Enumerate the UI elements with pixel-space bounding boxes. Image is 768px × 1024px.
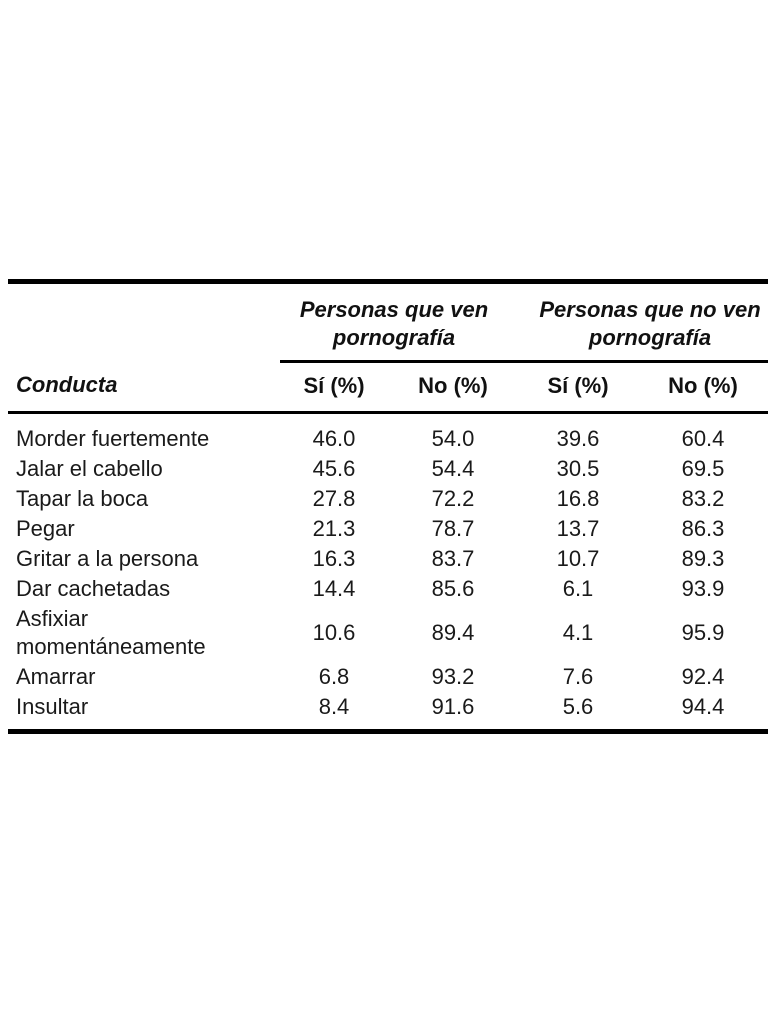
cell-no-ven: 54.4: [431, 456, 475, 481]
cell-no-no-ven: 93.9: [681, 576, 725, 601]
table-row: Morder fuertemente 46.0 54.0 39.6 60.4: [8, 424, 768, 454]
group-header-no-ven: Personas que no ven pornografía: [518, 284, 768, 363]
cell-si-no-ven: 16.8: [556, 486, 600, 511]
table-row: Tapar la boca 27.8 72.2 16.8 83.2: [8, 484, 768, 514]
cell-no-no-ven: 60.4: [681, 426, 725, 451]
cell-no-ven: 91.6: [431, 694, 475, 719]
cell-si-ven: 14.4: [312, 576, 356, 601]
cell-no-no-ven: 86.3: [681, 516, 725, 541]
bottom-rule: [8, 727, 768, 734]
group-header-row: Personas que ven pornografía Personas qu…: [8, 284, 768, 363]
cell-no-no-ven: 95.9: [681, 620, 725, 645]
cell-no-ven: 54.0: [431, 426, 475, 451]
top-rule: [8, 279, 768, 286]
cell-si-ven: 10.6: [312, 620, 356, 645]
data-table-container: Personas que ven pornografía Personas qu…: [8, 279, 768, 734]
cell-si-no-ven: 30.5: [556, 456, 600, 481]
table-row: Dar cachetadas 14.4 85.6 6.1 93.9: [8, 574, 768, 604]
row-label-conducta: Amarrar: [16, 664, 96, 689]
cell-no-ven: 78.7: [431, 516, 475, 541]
cell-si-ven: 6.8: [318, 664, 350, 689]
cell-si-no-ven: 13.7: [556, 516, 600, 541]
cell-si-no-ven: 39.6: [556, 426, 600, 451]
row-label-conducta: Jalar el cabello: [16, 456, 163, 481]
row-label-conducta: Dar cachetadas: [16, 576, 171, 601]
row-label-conducta: Insultar: [16, 694, 89, 719]
header-gap: [8, 413, 768, 425]
column-header-no-ven: No (%): [388, 361, 518, 414]
table-row: Asfixiar momentáneamente 10.6 89.4 4.1 95.9: [8, 604, 768, 662]
cell-no-ven: 93.2: [431, 664, 475, 689]
table-row: Amarrar 6.8 93.2 7.6 92.4: [8, 662, 768, 692]
cell-no-ven: 72.2: [431, 486, 475, 511]
cell-si-no-ven: 4.1: [562, 620, 594, 645]
cell-no-no-ven: 94.4: [681, 694, 725, 719]
table-row: Gritar a la persona 16.3 83.7 10.7 89.3: [8, 544, 768, 574]
cell-no-no-ven: 83.2: [681, 486, 725, 511]
column-header-conducta: Conducta: [8, 361, 280, 414]
row-label-conducta: Tapar la boca: [16, 486, 149, 511]
cell-si-no-ven: 7.6: [562, 664, 594, 689]
cell-si-ven: 45.6: [312, 456, 356, 481]
cell-no-no-ven: 92.4: [681, 664, 725, 689]
cell-si-no-ven: 10.7: [556, 546, 600, 571]
column-header-row: Conducta Sí (%) No (%) Sí (%) No (%): [8, 361, 768, 414]
group-header-ven: Personas que ven pornografía: [280, 284, 518, 363]
cell-no-ven: 85.6: [431, 576, 475, 601]
cell-si-ven: 46.0: [312, 426, 356, 451]
row-label-conducta: Morder fuertemente: [16, 426, 210, 451]
column-header-si-ven: Sí (%): [280, 361, 388, 414]
column-header-no-no-ven: No (%): [638, 361, 768, 414]
cell-no-no-ven: 69.5: [681, 456, 725, 481]
cell-no-ven: 83.7: [431, 546, 475, 571]
cell-si-no-ven: 5.6: [562, 694, 594, 719]
cell-no-no-ven: 89.3: [681, 546, 725, 571]
cell-si-ven: 16.3: [312, 546, 356, 571]
table-body: Morder fuertemente 46.0 54.0 39.6 60.4 Jalar …: [8, 413, 768, 730]
cell-no-ven: 89.4: [431, 620, 475, 645]
row-label-conducta: Asfixiar momentáneamente: [16, 606, 206, 659]
conducta-table: Personas que ven pornografía Personas qu…: [8, 279, 768, 734]
row-label-conducta: Gritar a la persona: [16, 546, 199, 571]
group-header-blank: [8, 284, 280, 362]
row-label-conducta: Pegar: [16, 516, 75, 541]
cell-si-ven: 8.4: [318, 694, 350, 719]
column-header-si-no-ven: Sí (%): [518, 361, 638, 414]
table-row: Pegar 21.3 78.7 13.7 86.3: [8, 514, 768, 544]
cell-si-ven: 27.8: [312, 486, 356, 511]
cell-si-no-ven: 6.1: [562, 576, 594, 601]
table-row: Insultar 8.4 91.6 5.6 94.4: [8, 692, 768, 729]
table-row: Jalar el cabello 45.6 54.4 30.5 69.5: [8, 454, 768, 484]
cell-si-ven: 21.3: [312, 516, 356, 541]
